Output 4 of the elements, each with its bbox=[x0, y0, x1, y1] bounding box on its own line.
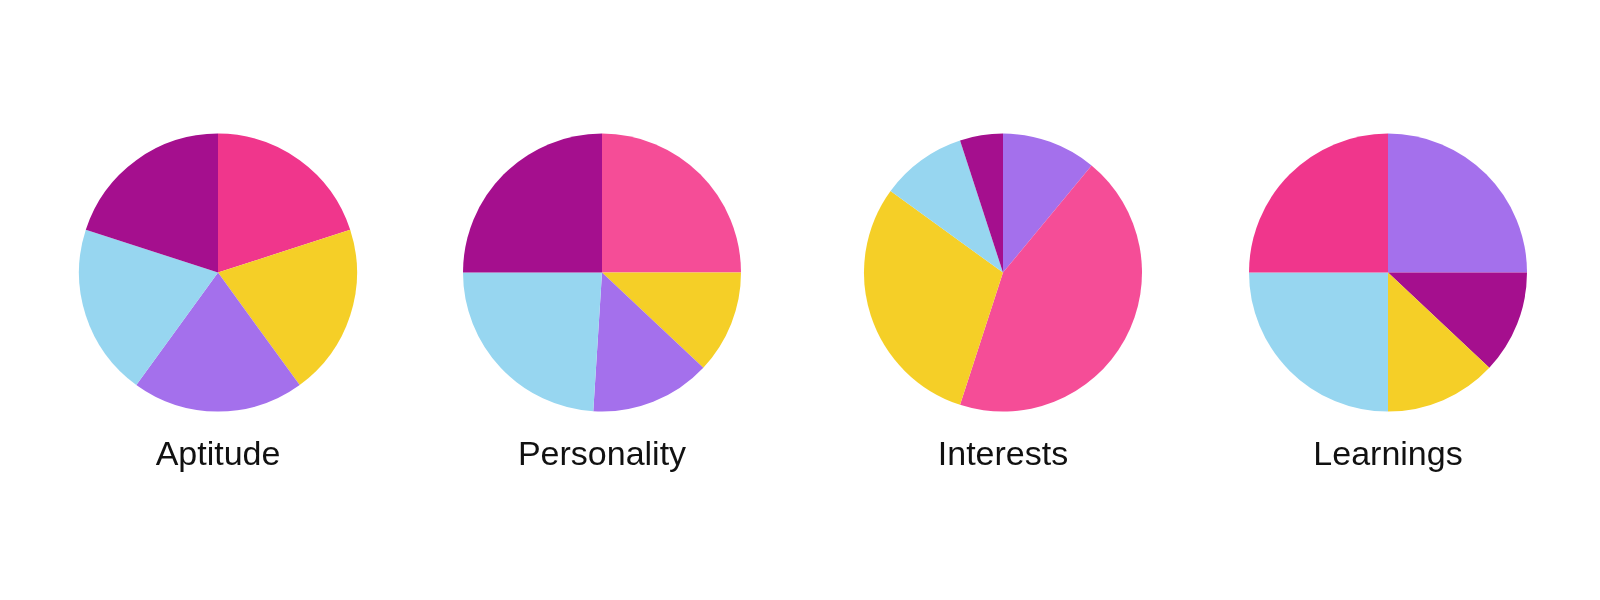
text: Interests bbox=[937, 433, 1069, 472]
text: Learnings bbox=[1313, 433, 1463, 472]
text: Aptitude bbox=[155, 433, 281, 472]
text: Personality bbox=[517, 433, 687, 472]
